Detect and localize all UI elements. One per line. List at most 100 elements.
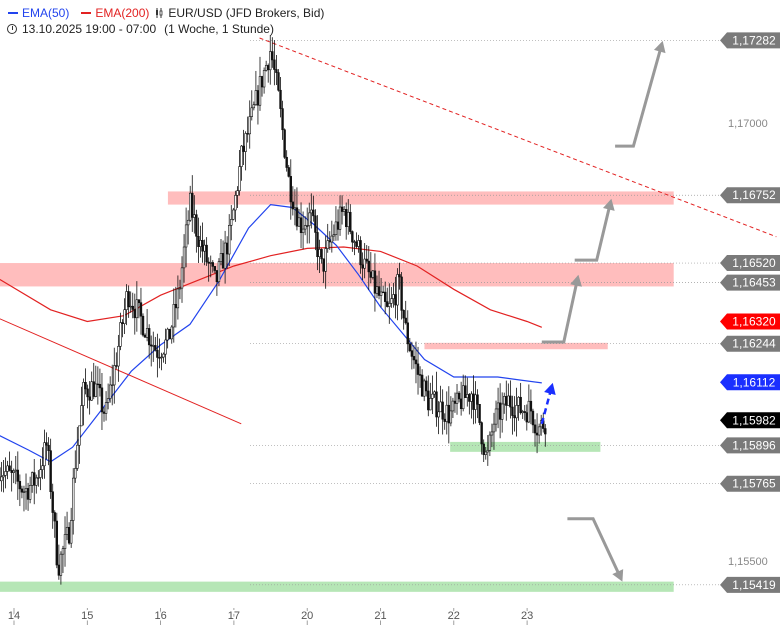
candle-body [344,209,348,228]
candle-body [293,207,297,210]
candle-body [488,434,492,451]
candle-body [334,221,338,235]
candle-body [517,396,520,406]
candle-body [281,108,284,131]
price-badge-shape [720,187,780,204]
candle-body [193,214,196,218]
candle-body [373,270,377,294]
price-badge-text: 1,15982 [732,413,776,427]
candle-body [433,391,436,395]
candle-body [189,192,192,221]
candle-body [537,426,541,436]
zone-support-4 [0,581,674,592]
candle-body [4,471,7,476]
candle-body [416,363,420,375]
candle-body [176,288,180,309]
candle-body [80,405,83,427]
candle-body [289,176,292,203]
candlestick-icon [155,6,165,22]
candle-body [361,264,364,269]
candle-body [422,380,426,397]
candle-body [273,59,276,70]
candle-body [490,431,494,436]
candle-body [523,411,526,413]
candle-body [117,346,120,367]
candle-body [427,390,430,411]
candle-body [461,385,465,410]
candle-body [230,219,233,226]
candle-body [30,472,34,486]
interval-label: (1 Woche, 1 Stunde) [164,22,274,36]
candle-body [219,253,223,262]
candle-body [379,291,383,296]
candle-body [26,488,30,500]
projection-arrow-head [544,382,556,396]
candle-body [529,400,533,412]
candle-body [441,401,444,420]
candle-body [431,393,434,399]
price-badge-gray: 1,17282 [720,32,780,49]
candle-body [256,90,260,106]
candle-body [18,481,22,490]
candle-body [65,526,69,535]
candle-body [209,262,212,264]
candle-body [152,345,155,347]
candle-body [351,231,354,243]
candle-body [305,225,309,227]
trend-line-dashed [259,37,777,238]
candle-body [326,240,329,249]
candle-body [76,444,79,469]
price-badge-text: 1,16520 [732,256,776,270]
candle-body [453,400,457,404]
candle-body [388,303,391,307]
candle-body [160,356,163,359]
candle-body [496,402,500,410]
candle-body [55,520,59,566]
candle-body [232,209,235,220]
candle-body [0,476,3,482]
candle-body [295,207,299,227]
candle-body [480,422,483,445]
candle-body [330,235,334,243]
candle-body [156,349,159,358]
candle-body [12,470,15,473]
candle-body [457,392,461,400]
candle-body [100,387,104,413]
candle-body [472,393,475,410]
candle-body [299,217,303,234]
candle-body [197,235,200,247]
candle-body [119,322,122,347]
candle-body [369,271,373,278]
candle-body [35,477,38,486]
candle-body [455,392,459,404]
price-badge-shape [720,32,780,49]
candle-body [164,339,167,355]
candle-body [166,328,169,341]
candle-body [172,304,175,328]
candle-body [459,398,463,410]
candle-body [531,410,535,426]
target-arrow-head [653,40,666,54]
candle-body [314,215,317,233]
candle-body [135,299,139,319]
candle-body [201,240,204,252]
price-badge-text: 1,16112 [733,375,776,389]
price-badge-gray: 1,15419 [720,576,780,593]
chart-legend: EMA(50) EMA(200) EUR/USD (JFD Brokers, B… [6,5,324,37]
candle-body [447,404,451,424]
x-tick-label: 14 [8,610,20,622]
candle-body [267,65,270,71]
candle-body [468,394,471,402]
candle-body [43,442,46,467]
zone-resistance-2 [424,342,608,350]
candle-body [439,401,442,413]
price-badge-text: 1,16320 [732,314,776,328]
price-badge-black: 1,15982 [720,412,780,429]
candle-body [277,72,280,91]
x-tick-label: 21 [374,610,386,622]
candle-body [328,240,331,243]
candle-body [435,391,438,418]
candle-body [375,286,379,294]
price-badge-text: 1,16752 [732,188,776,202]
